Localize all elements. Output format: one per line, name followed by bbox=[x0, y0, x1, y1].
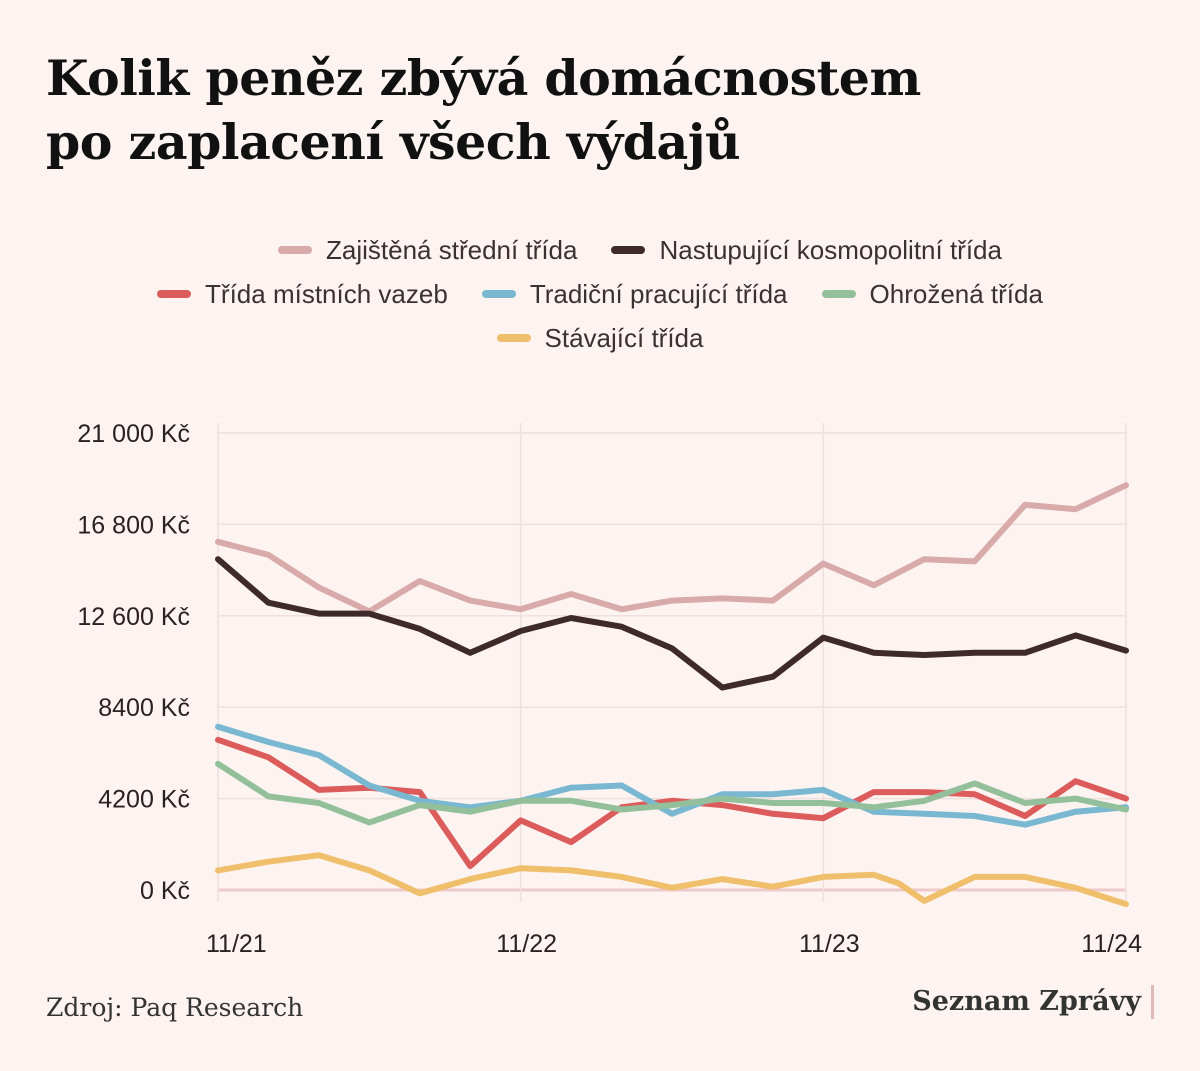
x-axis-labels: 11/21 11/22 11/23 11/24 bbox=[206, 930, 1142, 958]
series-line-5 bbox=[215, 760, 1129, 826]
chart-legend: Zajištěná střední třída Nastupující kosm… bbox=[0, 228, 1200, 360]
legend-item-ohrozena-trida: Ohrožená třída bbox=[821, 278, 1043, 310]
legend-label: Třída místních vazeb bbox=[205, 278, 448, 309]
series-line-6 bbox=[215, 852, 1129, 908]
series-line-1 bbox=[215, 482, 1129, 615]
legend-swatch bbox=[278, 246, 313, 254]
legend-swatch bbox=[821, 290, 856, 298]
chart-series bbox=[215, 482, 1129, 908]
legend-item-zajistena-stredni-trida: Zajištěná střední třída bbox=[278, 235, 577, 266]
legend-swatch bbox=[157, 290, 192, 298]
legend-item-stavajici-trida: Stávající třída bbox=[496, 322, 704, 354]
legend-label: Stávající třída bbox=[544, 322, 704, 353]
chart-title-line-1: Kolik peněz zbývá domácnostem bbox=[46, 49, 921, 107]
y-tick-label: 21 000 Kč bbox=[77, 420, 190, 448]
legend-item-nastupujici-kosmopolitni-trida: Nastupující kosmopolitní třída bbox=[611, 235, 1002, 266]
legend-label: Zajištěná střední třída bbox=[326, 234, 578, 265]
legend-item-tradicni-pracujici-trida: Tradiční pracující třída bbox=[481, 278, 788, 310]
x-tick-label: 11/23 bbox=[799, 930, 860, 958]
chart-grid bbox=[217, 423, 1127, 902]
series-line-4 bbox=[215, 723, 1129, 828]
legend-row: Zajištěná střední třída Nastupující kosm… bbox=[0, 228, 1200, 272]
legend-item-trida-mistnich-vazeb: Třída místních vazeb bbox=[157, 279, 448, 310]
chart-title-line-2: po zaplacení všech výdajů bbox=[46, 113, 741, 171]
y-tick-label: 4200 Kč bbox=[98, 786, 190, 814]
chart-title: Kolik peněz zbývá domácnostem po zaplace… bbox=[46, 46, 1146, 174]
legend-label: Tradiční pracující třída bbox=[529, 278, 788, 309]
legend-swatch bbox=[611, 246, 646, 254]
legend-row: Stávající třída bbox=[0, 316, 1200, 360]
series-line-2 bbox=[215, 556, 1129, 691]
y-tick-label: 0 Kč bbox=[140, 877, 190, 905]
legend-row: Třída místních vazeb Tradiční pracující … bbox=[0, 272, 1200, 316]
y-tick-label: 8400 Kč bbox=[98, 694, 190, 722]
y-tick-label: 16 800 Kč bbox=[77, 511, 190, 539]
legend-label: Ohrožená třída bbox=[869, 278, 1043, 309]
y-tick-label: 12 600 Kč bbox=[77, 603, 190, 631]
brand-logo: Seznam Zprávy bbox=[912, 985, 1154, 1019]
x-tick-label: 11/24 bbox=[1081, 930, 1142, 958]
legend-swatch bbox=[481, 290, 516, 298]
x-tick-label: 11/22 bbox=[496, 930, 557, 958]
x-tick-label: 11/21 bbox=[206, 930, 267, 958]
legend-swatch bbox=[496, 334, 531, 342]
legend-label: Nastupující kosmopolitní třída bbox=[659, 234, 1002, 265]
source-note: Zdroj: Paq Research bbox=[46, 993, 304, 1022]
y-axis-labels: 0 Kč 4200 Kč 8400 Kč 12 600 Kč 16 800 Kč 21 0… bbox=[77, 420, 190, 905]
